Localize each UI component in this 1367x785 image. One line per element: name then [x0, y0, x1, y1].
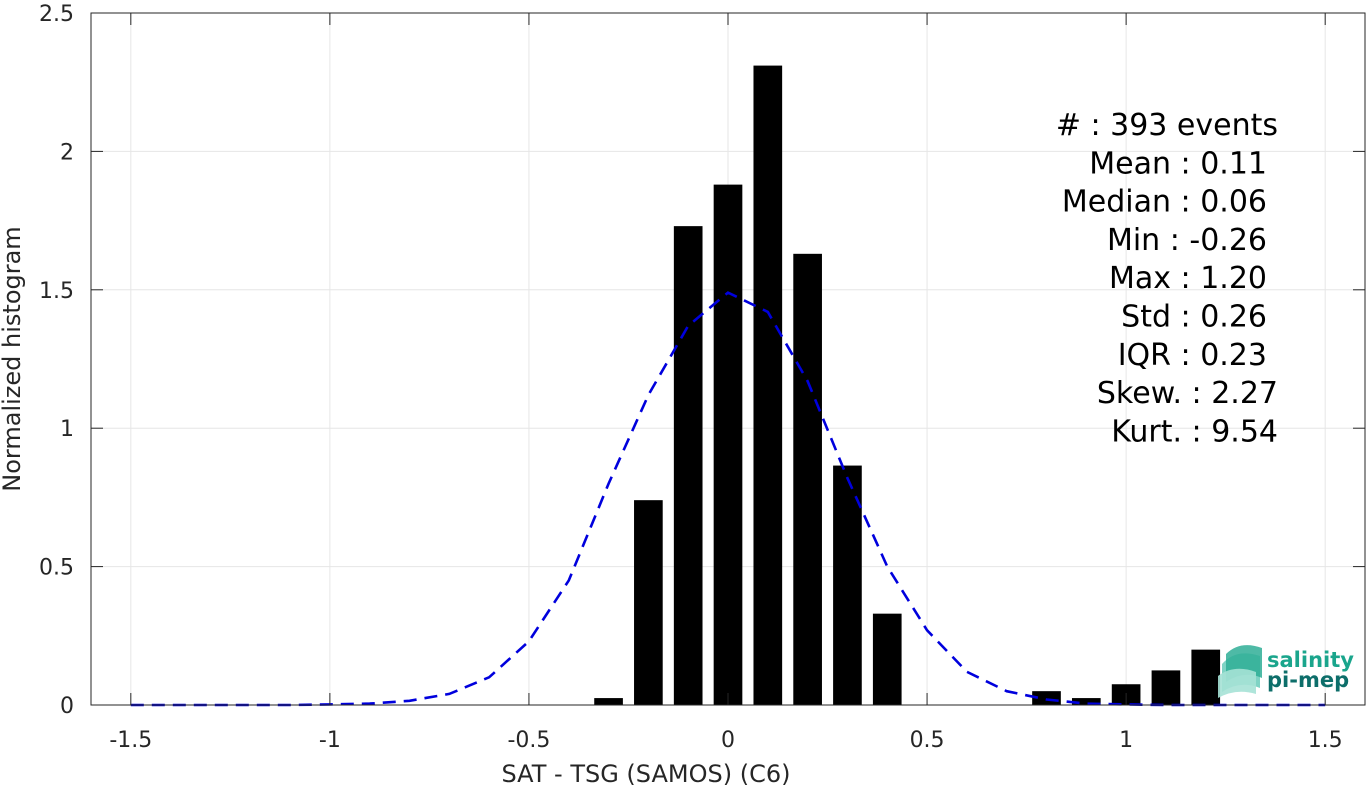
stat-line: # : 393 events	[1056, 108, 1278, 143]
x-tick-label: -1.5	[109, 728, 152, 753]
salinity-pi-mep-logo: salinity pi-mep	[1218, 645, 1354, 698]
logo-text-pi-mep: pi-mep	[1267, 668, 1349, 692]
x-tick-label: -1	[319, 728, 341, 753]
histogram-bar	[673, 226, 703, 706]
stat-line: Mean : 0.11	[1089, 146, 1267, 181]
y-tick-label: 1.5	[39, 279, 74, 304]
stat-line: Min : -0.26	[1107, 223, 1267, 258]
y-tick-label: 0	[60, 694, 74, 719]
histogram-bar	[594, 698, 623, 705]
x-axis-label: SAT - TSG (SAMOS) (C6)	[502, 760, 791, 785]
histogram-bar	[1191, 649, 1221, 705]
histogram-bars	[594, 65, 1221, 706]
histogram-bar	[833, 465, 862, 705]
axis-ticks	[91, 12, 1365, 706]
x-tick-label: 1	[1119, 728, 1133, 753]
stat-line: IQR : 0.23	[1118, 338, 1267, 373]
stat-line: Std : 0.26	[1121, 300, 1267, 335]
stat-line: Skew. : 2.27	[1097, 376, 1278, 411]
histogram-bar	[634, 500, 663, 705]
histogram-bar	[713, 184, 743, 706]
y-tick-label: 1	[60, 417, 74, 442]
logo-text-salinity: salinity	[1267, 648, 1354, 672]
x-tick-label: 0.5	[910, 728, 945, 753]
histogram-bar	[872, 613, 902, 705]
wave-logo-icon	[1218, 645, 1262, 698]
y-axis-label: Normalized histogram	[0, 226, 26, 491]
histogram-bar	[1151, 670, 1181, 705]
y-tick-label: 2.5	[39, 2, 74, 27]
stat-line: Median : 0.06	[1062, 185, 1267, 220]
x-tick-label: -0.5	[507, 728, 550, 753]
histogram-bar	[793, 253, 822, 706]
y-tick-label: 0.5	[39, 556, 74, 581]
histogram-bar	[1071, 698, 1101, 705]
stat-line: Kurt. : 9.54	[1111, 414, 1278, 449]
y-tick-label: 2	[60, 140, 74, 165]
x-tick-label: 0	[721, 728, 735, 753]
stat-line: Max : 1.20	[1109, 261, 1267, 296]
x-tick-label: 1.5	[1308, 728, 1343, 753]
histogram-bar	[753, 65, 783, 706]
tick-labels: -1.5 -1 -0.5 0 0.5 1 1.5 0 0.5 1 1.5 2 2.5	[39, 2, 1343, 753]
